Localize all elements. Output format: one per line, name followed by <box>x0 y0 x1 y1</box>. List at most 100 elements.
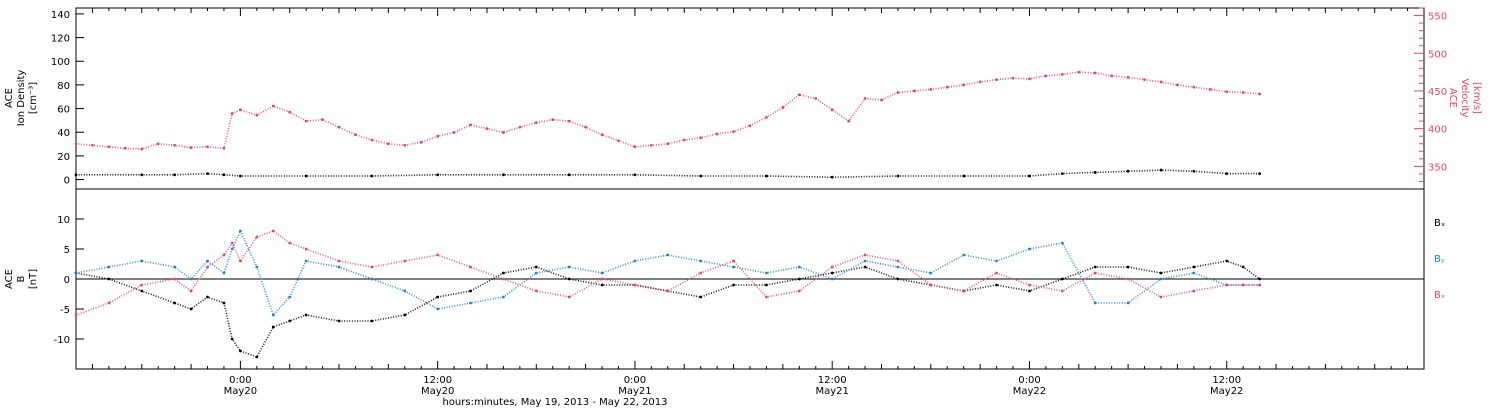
by-point <box>173 265 177 269</box>
by-point <box>863 259 867 263</box>
bottom-series-group <box>74 229 1262 359</box>
density-axis-label-line1: ACE <box>4 88 15 108</box>
velocity-point <box>1044 74 1048 78</box>
density-point <box>699 174 703 178</box>
velocity-point <box>567 119 571 123</box>
velocity-point <box>1225 90 1229 94</box>
velocity-point <box>370 138 374 142</box>
bz-point <box>797 289 801 293</box>
bx-point <box>304 313 308 317</box>
by-point <box>140 259 144 263</box>
by-point <box>1060 241 1064 245</box>
x-tick-date: May20 <box>421 386 454 397</box>
velocity-point <box>962 83 966 87</box>
density-point <box>436 173 440 177</box>
x-tick-time: 12:00 <box>423 375 452 386</box>
bx-point <box>1225 259 1229 263</box>
bz-point <box>699 271 703 275</box>
b-axis-label-line3: [nT] <box>28 269 39 289</box>
density-tick-label: 20 <box>57 152 70 163</box>
by-point <box>1093 301 1097 305</box>
b-tick-label: 5 <box>64 245 70 256</box>
velocity-point <box>91 143 94 147</box>
velocity-point <box>1258 92 1262 96</box>
velocity-point <box>1028 77 1031 81</box>
bx-point <box>896 277 900 281</box>
by-point <box>502 295 505 299</box>
bz-point <box>896 259 900 263</box>
bx-point <box>173 301 177 305</box>
bx-point <box>255 355 259 359</box>
velocity-point <box>666 142 670 146</box>
velocity-series <box>74 70 1262 151</box>
velocity-point <box>1093 71 1097 75</box>
by-trace <box>75 229 1260 317</box>
by-point <box>1192 271 1196 275</box>
bx-point <box>765 283 768 287</box>
density-point <box>1225 172 1229 176</box>
bx-point <box>995 283 998 287</box>
by-point <box>600 271 604 275</box>
bz-point <box>230 241 234 245</box>
density-point <box>567 173 571 177</box>
legend-bx: Bₓ <box>1434 218 1445 229</box>
bz-point <box>436 253 440 257</box>
x-tick-time: 0:00 <box>624 375 646 386</box>
bz-point <box>1093 271 1097 275</box>
bx-point <box>1159 271 1163 275</box>
bz-point <box>1028 283 1031 287</box>
by-point <box>1028 247 1031 251</box>
density-tick-label: 40 <box>57 128 70 139</box>
b-axis-label-line2: B <box>16 275 27 282</box>
bz-point <box>633 283 637 287</box>
bx-point <box>1126 265 1130 269</box>
by-point <box>633 259 637 263</box>
bottom-panel: -10 -5 0 5 10 ACE B [nT] Bₓ Bᵧ Bₓ <box>4 188 1445 370</box>
bz-point <box>271 229 275 233</box>
by-point <box>534 271 538 275</box>
by-point <box>238 229 242 233</box>
velocity-point <box>995 78 998 82</box>
bz-trace <box>75 230 1260 316</box>
velocity-point <box>896 91 900 94</box>
density-trace <box>76 169 1260 179</box>
velocity-point <box>1159 80 1163 84</box>
velocity-point <box>551 118 555 122</box>
bx-point <box>436 295 440 299</box>
bz-point <box>666 289 670 293</box>
bz-point <box>304 247 308 251</box>
velocity-point <box>649 143 653 147</box>
velocity-point <box>1077 70 1081 74</box>
density-axis-label-line2: Ion Density <box>16 70 27 127</box>
by-point <box>230 247 234 251</box>
velocity-point <box>682 138 686 142</box>
bz-point <box>929 283 933 287</box>
bz-point <box>107 301 111 305</box>
density-tick-label: 100 <box>51 57 70 68</box>
velocity-point <box>847 119 851 123</box>
bx-point <box>1093 265 1097 269</box>
bz-point <box>189 289 193 293</box>
by-point <box>255 265 259 269</box>
bx-point <box>699 295 703 299</box>
density-point <box>1258 172 1262 176</box>
by-point <box>436 307 440 311</box>
bottom-left-axis-ticks: -10 -5 0 5 10 <box>54 215 84 346</box>
by-point <box>995 259 998 263</box>
b-tick-label: -5 <box>60 305 70 316</box>
velocity-point <box>222 146 226 150</box>
density-tick-label: 0 <box>64 176 70 187</box>
velocity-point <box>880 98 883 102</box>
top-left-axis-ticks: 0 20 40 60 80 100 120 140 <box>51 10 84 187</box>
velocity-point <box>107 145 111 149</box>
by-point <box>271 313 275 317</box>
density-point <box>765 174 768 178</box>
velocity-point <box>173 143 177 147</box>
velocity-point <box>781 106 785 109</box>
density-tick-label: 140 <box>51 10 70 21</box>
velocity-point <box>485 127 489 131</box>
bx-point <box>206 295 209 299</box>
by-point <box>288 295 292 299</box>
velocity-point <box>502 131 505 134</box>
